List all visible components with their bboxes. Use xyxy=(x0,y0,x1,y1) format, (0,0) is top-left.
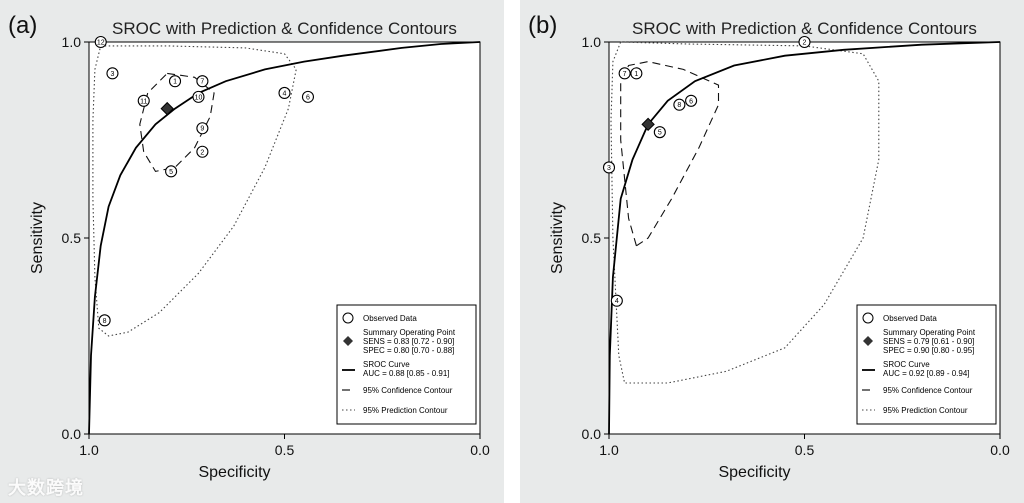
prediction-contour xyxy=(92,45,297,337)
legend-confidence-label: 95% Confidence Contour xyxy=(883,386,973,395)
legend-confidence-label: 95% Confidence Contour xyxy=(363,386,453,395)
observed-point xyxy=(602,161,616,174)
legend-sroc-label: SROC Curve xyxy=(883,360,930,369)
y-tick-label: 0.0 xyxy=(62,426,82,442)
observed-point-label: 1 xyxy=(634,71,638,78)
observed-point xyxy=(192,90,205,103)
sroc-curve xyxy=(608,41,1001,435)
observed-point xyxy=(673,98,686,111)
legend-sroc-label: SROC Curve xyxy=(363,360,410,369)
observed-point-label: 5 xyxy=(169,169,173,176)
legend-observed-label: Observed Data xyxy=(883,314,937,323)
y-tick-label: 1.0 xyxy=(62,34,82,50)
observed-point-label: 8 xyxy=(677,102,681,109)
legend-summary-marker xyxy=(343,336,353,346)
legend-observed-label: Observed Data xyxy=(363,314,417,323)
y-tick-label: 0.0 xyxy=(582,426,602,442)
summary-point xyxy=(641,117,655,132)
watermark-logo: 大数跨境 xyxy=(8,478,84,498)
x-tick-label: 0.0 xyxy=(990,442,1010,458)
panel-label: (a) xyxy=(8,12,37,39)
legend-observed-marker xyxy=(862,312,874,324)
y-tick-label: 0.5 xyxy=(582,230,602,246)
observed-point xyxy=(196,122,209,135)
legend-summary-marker xyxy=(863,336,873,346)
x-tick-label: 1.0 xyxy=(79,442,99,458)
observed-point xyxy=(196,75,209,88)
observed-point-label: 2 xyxy=(803,40,807,47)
observed-point xyxy=(106,67,119,80)
legend-prediction-label: 95% Prediction Contour xyxy=(363,406,448,415)
confidence-contour xyxy=(139,72,215,173)
observed-point-label: 6 xyxy=(689,98,693,105)
observed-point-label: 12 xyxy=(97,40,105,47)
observed-point xyxy=(168,75,182,88)
observed-point-label: 7 xyxy=(200,79,204,86)
panel-label: (b) xyxy=(528,12,557,39)
observed-point-label: 1 xyxy=(173,79,177,86)
x-tick-label: 1.0 xyxy=(599,442,619,458)
chart-title: SROC with Prediction & Confidence Contou… xyxy=(632,19,977,38)
legend-summary-label: Summary Operating Point xyxy=(883,328,976,337)
y-axis-label: Sensitivity xyxy=(29,202,46,274)
legend-observed-marker xyxy=(342,312,354,324)
legend-summary-spec: SPEC = 0.90 [0.80 - 0.95] xyxy=(883,346,974,355)
observed-point-label: 5 xyxy=(658,130,662,137)
observed-point xyxy=(94,35,107,49)
observed-point xyxy=(610,294,623,307)
observed-point-label: 3 xyxy=(111,71,115,78)
legend-summary-sens: SENS = 0.79 [0.61 - 0.90] xyxy=(883,337,974,346)
observed-point xyxy=(98,314,111,327)
observed-point-label: 8 xyxy=(103,318,107,325)
sroc-curve xyxy=(88,41,481,435)
sroc-chart-a: (a) SROC with Prediction & Confidence Con… xyxy=(8,12,490,481)
prediction-contour xyxy=(610,41,880,384)
observed-point-label: 11 xyxy=(140,98,147,105)
legend-prediction-label: 95% Prediction Contour xyxy=(883,406,968,415)
observed-point-label: 2 xyxy=(200,149,204,156)
confidence-contour xyxy=(620,61,720,247)
legend-auc-label: AUC = 0.92 [0.89 - 0.94] xyxy=(883,369,970,378)
observed-point xyxy=(630,67,643,80)
x-tick-label: 0.5 xyxy=(795,442,815,458)
observed-point-label: 7 xyxy=(623,71,627,78)
y-axis-label: Sensitivity xyxy=(549,202,566,274)
chart-panel-a: (a) SROC with Prediction & Confidence Con… xyxy=(0,0,504,503)
observed-point-label: 9 xyxy=(200,126,204,133)
legend-summary-label: Summary Operating Point xyxy=(363,328,456,337)
x-tick-label: 0.0 xyxy=(470,442,490,458)
observed-point xyxy=(301,90,315,103)
sroc-chart-b: (b) SROC with Prediction & Confidence Con… xyxy=(528,12,1010,481)
legend-auc-label: AUC = 0.88 [0.85 - 0.91] xyxy=(363,369,450,378)
legend-box xyxy=(856,304,997,425)
chart-panel-b: (b) SROC with Prediction & Confidence Con… xyxy=(520,0,1024,503)
summary-point xyxy=(160,101,174,116)
observed-point xyxy=(618,67,631,80)
x-tick-label: 0.5 xyxy=(275,442,295,458)
observed-point xyxy=(798,35,811,49)
chart-title: SROC with Prediction & Confidence Contou… xyxy=(112,19,457,38)
x-axis-label: Specificity xyxy=(198,464,270,481)
observed-point xyxy=(165,165,178,178)
observed-point xyxy=(196,145,209,158)
y-tick-label: 0.5 xyxy=(62,230,82,246)
legend-summary-spec: SPEC = 0.80 [0.70 - 0.88] xyxy=(363,346,454,355)
y-tick-label: 1.0 xyxy=(582,34,602,50)
observed-point-label: 10 xyxy=(195,94,203,101)
observed-point-label: 3 xyxy=(607,165,611,172)
observed-point-label: 6 xyxy=(306,94,310,101)
observed-point xyxy=(137,94,150,107)
observed-point xyxy=(278,86,291,100)
observed-point xyxy=(653,126,666,139)
observed-point-label: 4 xyxy=(615,298,619,305)
x-axis-label: Specificity xyxy=(718,464,790,481)
observed-point xyxy=(685,94,698,107)
legend-box xyxy=(336,304,477,425)
legend-summary-sens: SENS = 0.83 [0.72 - 0.90] xyxy=(363,337,454,346)
observed-point-label: 4 xyxy=(283,90,287,97)
